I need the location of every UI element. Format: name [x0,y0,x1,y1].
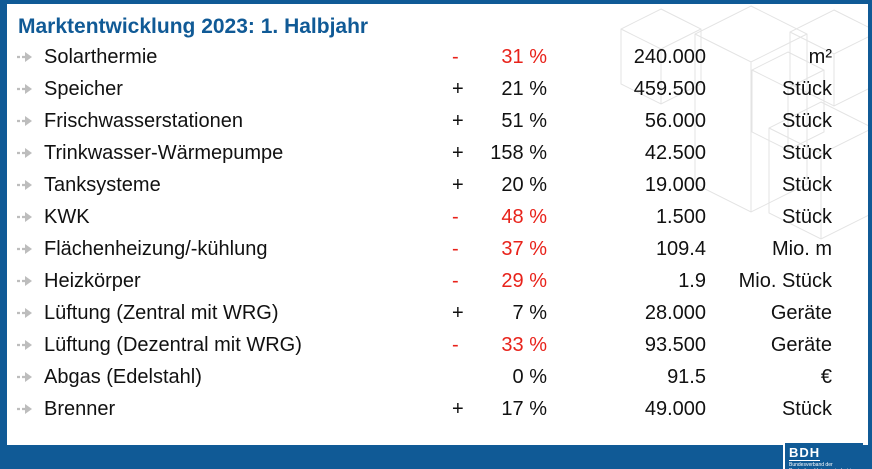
row-unit: Stück [781,205,832,228]
row-label: KWK [44,205,90,228]
row-label: Abgas (Edelstahl) [44,365,202,388]
slide-content: Marktentwicklung 2023: 1. Halbjahr Solar… [7,12,868,425]
row-sign: + [452,109,464,132]
row-sign: - [452,205,459,228]
row-unit: Geräte [770,301,832,324]
table-row: Brenner + 17 % 49.000 Stück [16,393,832,425]
row-unit: Stück [781,173,832,196]
row-unit: Geräte [770,333,832,356]
row-unit: Mio. Stück [738,269,832,292]
row-value: 49.000 [644,397,706,420]
row-value: 93.500 [644,333,706,356]
row-label: Solarthermie [44,45,158,68]
arrow-bullet-icon [16,275,44,287]
row-unit: Stück [781,397,832,420]
table-row: Flächenheizung/-kühlung - 37 % 109.4 Mio… [16,233,832,265]
row-unit: Stück [781,141,832,164]
table-row: Frischwasserstationen + 51 % 56.000 Stüc… [16,105,832,137]
row-percent: 17 % [501,397,547,420]
arrow-bullet-icon [16,115,44,127]
row-sign: - [452,237,459,260]
bdh-logo: BDH Bundesverband der Deutschen Heizungs… [783,443,863,469]
row-label: Flächenheizung/-kühlung [44,237,268,260]
row-sign: + [452,77,464,100]
row-percent: 158 % [490,141,547,164]
row-label: Frischwasserstationen [44,109,243,132]
arrow-bullet-icon [16,83,44,95]
row-percent: 21 % [501,77,547,100]
row-value: 91.5 [667,365,706,388]
arrow-bullet-icon [16,179,44,191]
row-sign: - [452,45,459,68]
bdh-logo-subline-1: Bundesverband der [789,462,833,468]
footer-bar [7,445,868,469]
table-row: Speicher + 21 % 459.500 Stück [16,73,832,105]
row-percent: 20 % [501,173,547,196]
table-row: Heizkörper - 29 % 1.9 Mio. Stück [16,265,832,297]
row-percent: 31 % [501,45,547,68]
row-label: Brenner [44,397,116,420]
arrow-bullet-icon [16,403,44,415]
row-value: 1.9 [678,269,706,292]
slide-title: Marktentwicklung 2023: 1. Halbjahr [18,15,369,38]
row-label: Lüftung (Zentral mit WRG) [44,301,279,324]
row-sign: + [452,397,464,420]
table-row: Abgas (Edelstahl) 0 % 91.5 € [16,361,832,393]
table-row: KWK - 48 % 1.500 Stück [16,201,832,233]
row-label: Heizkörper [44,269,141,292]
row-unit: Mio. m [772,237,832,260]
row-value: 240.000 [633,45,706,68]
market-table: Solarthermie - 31 % 240.000 m² Speicher … [7,41,868,425]
table-row: Trinkwasser-Wärmepumpe + 158 % 42.500 St… [16,137,832,169]
row-percent: 48 % [501,205,547,228]
row-percent: 37 % [501,237,547,260]
arrow-bullet-icon [16,243,44,255]
table-row: Lüftung (Dezentral mit WRG) - 33 % 93.50… [16,329,832,361]
row-unit: Stück [781,109,832,132]
row-sign: + [452,141,464,164]
row-value: 56.000 [644,109,706,132]
table-row: Lüftung (Zentral mit WRG) + 7 % 28.000 G… [16,297,832,329]
row-value: 109.4 [655,237,706,260]
row-percent: 0 % [512,365,547,388]
row-sign: + [452,173,464,196]
row-sign: - [452,269,459,292]
row-value: 42.500 [644,141,706,164]
row-percent: 29 % [501,269,547,292]
row-label: Speicher [44,77,123,100]
bdh-logo-acronym: BDH [789,445,821,461]
background-wireframe-cubes-decoration [620,5,868,240]
row-percent: 7 % [512,301,547,324]
arrow-bullet-icon [16,51,44,63]
table-row: Tanksysteme + 20 % 19.000 Stück [16,169,832,201]
row-percent: 51 % [501,109,547,132]
row-label: Trinkwasser-Wärmepumpe [44,141,284,164]
table-row: Solarthermie - 31 % 240.000 m² [16,41,832,73]
row-unit: m² [808,45,832,68]
arrow-bullet-icon [16,339,44,351]
row-value: 459.500 [633,77,706,100]
arrow-bullet-icon [16,147,44,159]
row-unit: Stück [781,77,832,100]
row-percent: 33 % [501,333,547,356]
row-sign: + [452,301,464,324]
row-value: 28.000 [644,301,706,324]
row-value: 19.000 [644,173,706,196]
row-label: Tanksysteme [44,173,161,196]
arrow-bullet-icon [16,211,44,223]
row-label: Lüftung (Dezentral mit WRG) [44,333,302,356]
row-value: 1.500 [655,205,706,228]
arrow-bullet-icon [16,371,44,383]
row-unit: € [820,365,832,388]
arrow-bullet-icon [16,307,44,319]
row-sign: - [452,333,459,356]
